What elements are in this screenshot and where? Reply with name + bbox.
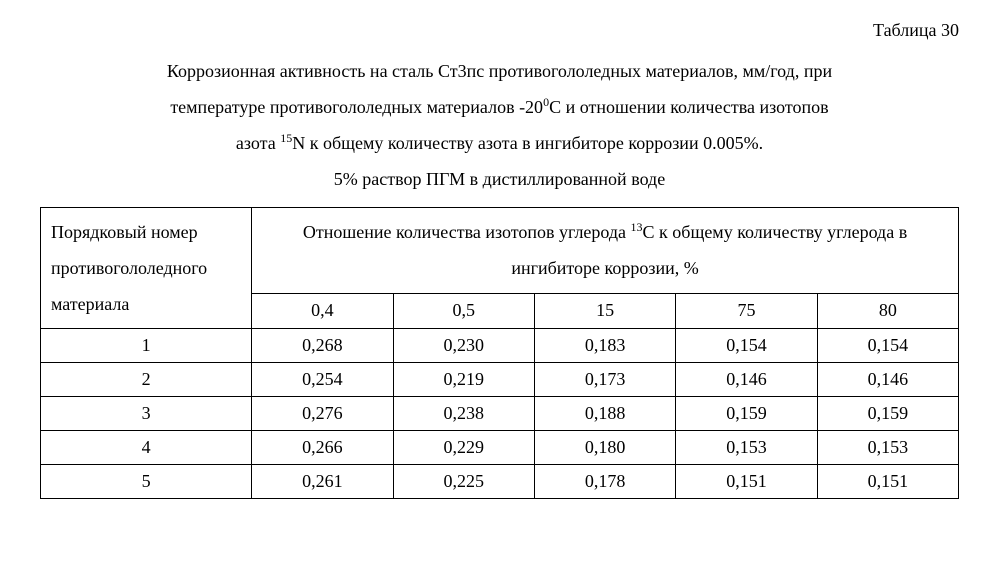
- caption-line-2a: температуре противогололедных материалов…: [170, 97, 543, 117]
- column-header: 0,4: [252, 294, 393, 329]
- table-number-label: Таблица 30: [40, 20, 959, 41]
- row-header-cell: Порядковый номер противогололедного мате…: [41, 208, 252, 329]
- group-header-a: Отношение количества изотопов углерода: [303, 222, 631, 242]
- row-index: 3: [41, 397, 252, 431]
- cell-value: 0,261: [252, 465, 393, 499]
- group-header-sup: 13: [631, 220, 643, 234]
- cell-value: 0,153: [676, 431, 817, 465]
- column-header: 80: [817, 294, 958, 329]
- cell-value: 0,146: [817, 363, 958, 397]
- table-row: 2 0,254 0,219 0,173 0,146 0,146: [41, 363, 959, 397]
- cell-value: 0,153: [817, 431, 958, 465]
- cell-value: 0,178: [534, 465, 675, 499]
- table-row: 1 0,268 0,230 0,183 0,154 0,154: [41, 329, 959, 363]
- table-row: 3 0,276 0,238 0,188 0,159 0,159: [41, 397, 959, 431]
- cell-value: 0,229: [393, 431, 534, 465]
- cell-value: 0,159: [817, 397, 958, 431]
- row-index: 4: [41, 431, 252, 465]
- table-row: 4 0,266 0,229 0,180 0,153 0,153: [41, 431, 959, 465]
- cell-value: 0,173: [534, 363, 675, 397]
- cell-value: 0,151: [817, 465, 958, 499]
- caption-line-1: Коррозионная активность на сталь Ст3пс п…: [167, 61, 832, 81]
- data-table: Порядковый номер противогололедного мате…: [40, 207, 959, 499]
- cell-value: 0,276: [252, 397, 393, 431]
- row-index: 1: [41, 329, 252, 363]
- row-index: 5: [41, 465, 252, 499]
- cell-value: 0,180: [534, 431, 675, 465]
- table-header-row-1: Порядковый номер противогололедного мате…: [41, 208, 959, 294]
- cell-value: 0,238: [393, 397, 534, 431]
- caption-line-4: 5% раствор ПГМ в дистиллированной воде: [334, 169, 665, 189]
- caption-line-3a: азота: [236, 133, 280, 153]
- cell-value: 0,159: [676, 397, 817, 431]
- cell-value: 0,154: [817, 329, 958, 363]
- cell-value: 0,266: [252, 431, 393, 465]
- cell-value: 0,225: [393, 465, 534, 499]
- cell-value: 0,219: [393, 363, 534, 397]
- column-header: 15: [534, 294, 675, 329]
- row-index: 2: [41, 363, 252, 397]
- column-header: 0,5: [393, 294, 534, 329]
- group-header-cell: Отношение количества изотопов углерода 1…: [252, 208, 959, 294]
- caption-line-2b: С и отношении количества изотопов: [549, 97, 829, 117]
- cell-value: 0,183: [534, 329, 675, 363]
- cell-value: 0,254: [252, 363, 393, 397]
- cell-value: 0,154: [676, 329, 817, 363]
- cell-value: 0,151: [676, 465, 817, 499]
- table-row: 5 0,261 0,225 0,178 0,151 0,151: [41, 465, 959, 499]
- cell-value: 0,146: [676, 363, 817, 397]
- caption-line-3-sup: 15: [280, 131, 292, 145]
- cell-value: 0,268: [252, 329, 393, 363]
- column-header: 75: [676, 294, 817, 329]
- cell-value: 0,188: [534, 397, 675, 431]
- caption-line-3b: N к общему количеству азота в ингибиторе…: [292, 133, 763, 153]
- cell-value: 0,230: [393, 329, 534, 363]
- table-caption: Коррозионная активность на сталь Ст3пс п…: [40, 53, 959, 197]
